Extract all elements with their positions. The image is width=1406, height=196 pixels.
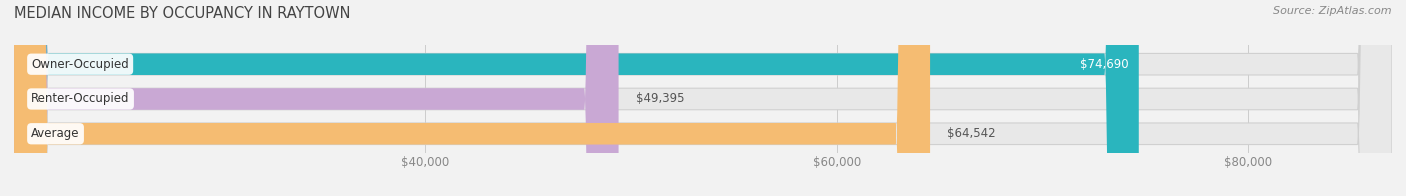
FancyBboxPatch shape <box>14 0 1392 196</box>
Text: Owner-Occupied: Owner-Occupied <box>31 58 129 71</box>
Text: Source: ZipAtlas.com: Source: ZipAtlas.com <box>1274 6 1392 16</box>
FancyBboxPatch shape <box>14 0 1392 196</box>
Text: MEDIAN INCOME BY OCCUPANCY IN RAYTOWN: MEDIAN INCOME BY OCCUPANCY IN RAYTOWN <box>14 6 350 21</box>
FancyBboxPatch shape <box>14 0 1392 196</box>
Text: $74,690: $74,690 <box>1080 58 1129 71</box>
Text: $49,395: $49,395 <box>636 93 685 105</box>
Text: Average: Average <box>31 127 80 140</box>
Text: Renter-Occupied: Renter-Occupied <box>31 93 129 105</box>
FancyBboxPatch shape <box>14 0 931 196</box>
FancyBboxPatch shape <box>14 0 619 196</box>
FancyBboxPatch shape <box>14 0 1139 196</box>
Text: $64,542: $64,542 <box>948 127 995 140</box>
